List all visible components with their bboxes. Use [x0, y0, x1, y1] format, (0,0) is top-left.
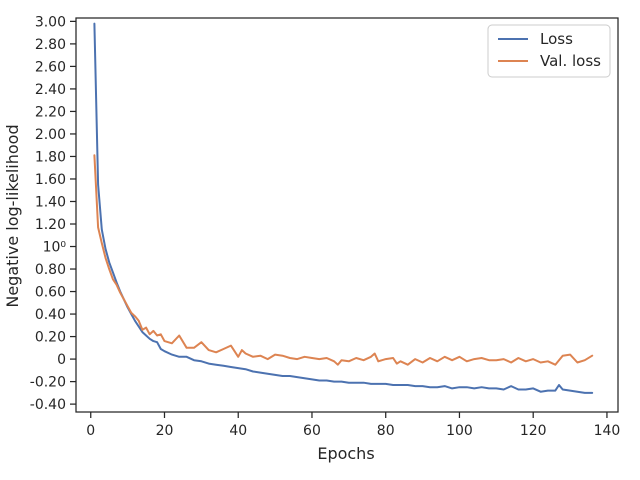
plot-frame: [75, 17, 619, 413]
y-tick-label: 2.60: [35, 59, 66, 75]
y-tick-label: 3.00: [35, 14, 66, 30]
y-tick-label: -0.40: [30, 397, 66, 413]
x-tick-label: 60: [303, 423, 321, 439]
series-line-loss: [93, 22, 594, 394]
y-tick-label: -0.20: [30, 375, 66, 391]
x-axis-label: Epochs: [317, 444, 374, 463]
y-tick-label: 0.60: [35, 285, 66, 301]
x-tick-label: 40: [229, 423, 247, 439]
y-tick-label: 1.80: [35, 149, 66, 165]
y-tick-label: 2.40: [35, 82, 66, 98]
x-tick-label: 20: [156, 423, 174, 439]
legend-label: Loss: [540, 30, 573, 48]
y-tick-label: 0.40: [35, 307, 66, 323]
x-tick-label: 80: [377, 423, 395, 439]
series-layer: [93, 22, 594, 394]
legend: Loss Val. loss: [487, 24, 611, 78]
y-tick-label: 0: [57, 352, 66, 368]
y-tick-label: 0.20: [35, 330, 66, 346]
legend-label: Val. loss: [540, 52, 601, 70]
y-tick-label: 2.20: [35, 104, 66, 120]
y-axis-label: Negative log-likelihood: [3, 124, 22, 307]
y-tick-label: 0.80: [35, 262, 66, 278]
x-tick-label: 140: [594, 423, 621, 439]
y-tick-label: 10⁰: [43, 240, 67, 256]
y-tick-label: 1.20: [35, 217, 66, 233]
series-line-val-loss: [93, 154, 594, 366]
y-tick-label: 1.60: [35, 172, 66, 188]
y-tick-label: 2.80: [35, 37, 66, 53]
y-tick-label: 2.00: [35, 127, 66, 143]
axes-layer: 0 20 40 60 80 100 120 140 -0.40 -0.20 0 0.20 0.40 0.6…: [30, 14, 621, 439]
x-tick-label: 120: [520, 423, 547, 439]
x-tick-label: 100: [446, 423, 473, 439]
y-tick-label: 1.40: [35, 194, 66, 210]
x-tick-label: 0: [86, 423, 95, 439]
